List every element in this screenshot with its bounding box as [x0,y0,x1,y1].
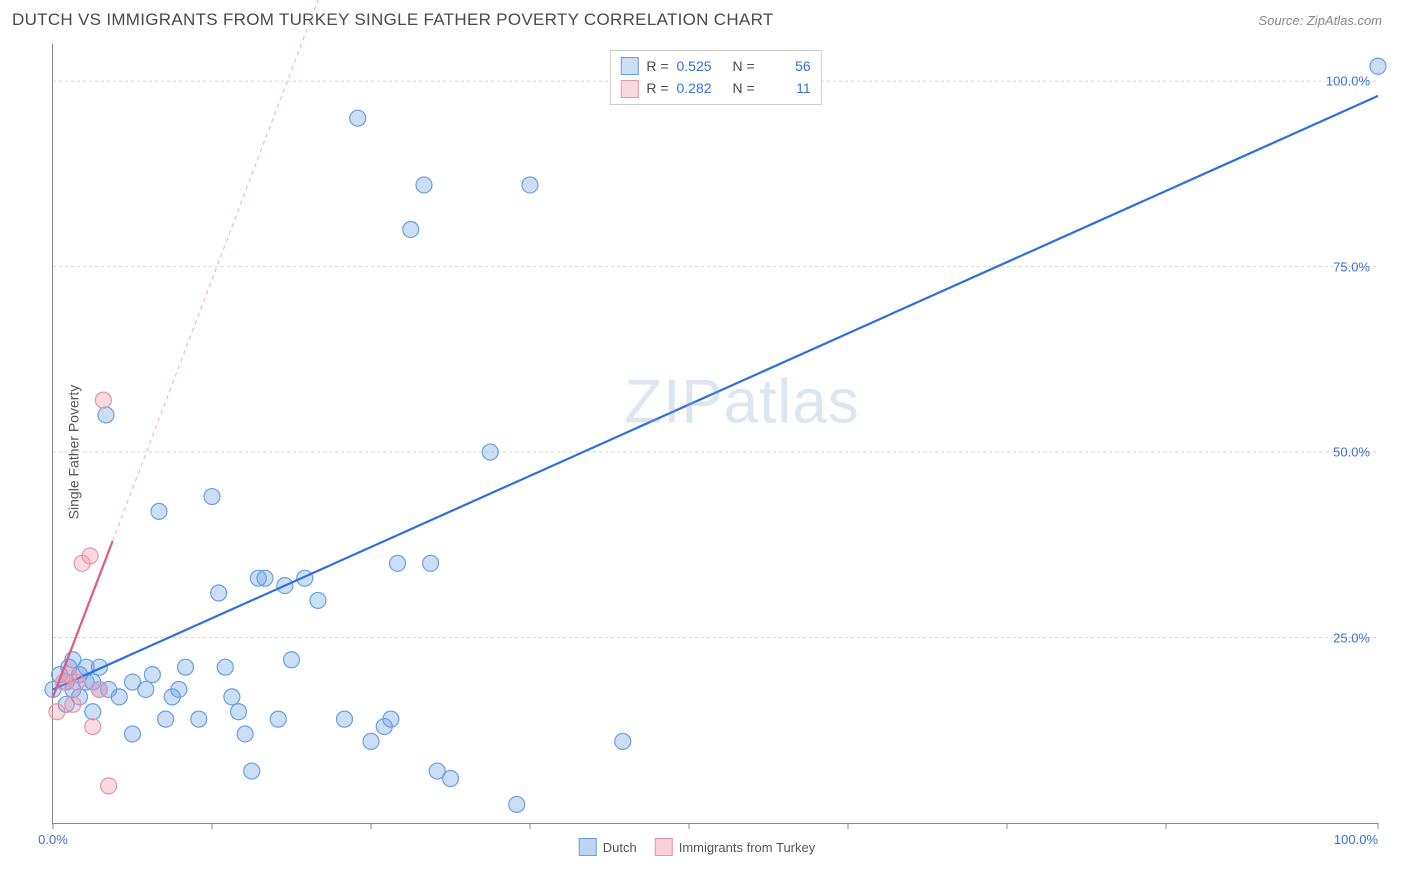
plot-area: ZIPatlas R =0.525N =56R =0.282N =11 25.0… [52,44,1378,824]
series-swatch [620,57,638,75]
data-point [125,726,141,742]
data-point [85,704,101,720]
stat-n-value: 56 [763,55,811,77]
data-point [171,681,187,697]
x-tick-label: 0.0% [38,832,68,847]
data-point [138,681,154,697]
data-point [191,711,207,727]
data-point [224,689,240,705]
data-point [211,585,227,601]
plot-svg [53,44,1378,823]
data-point [310,592,326,608]
data-point [423,555,439,571]
data-point [383,711,399,727]
legend-label: Immigrants from Turkey [679,840,816,855]
data-point [482,444,498,460]
chart-container: Single Father Poverty ZIPatlas R =0.525N… [12,40,1382,864]
data-point [350,110,366,126]
stat-n-value: 11 [763,77,811,99]
data-point [151,503,167,519]
stat-r-label: R = [646,55,668,77]
data-point [95,392,111,408]
data-point [231,704,247,720]
y-tick-label: 75.0% [1333,259,1370,274]
data-point [257,570,273,586]
legend-swatch [579,838,597,856]
data-point [284,652,300,668]
legend-item: Immigrants from Turkey [655,838,816,856]
data-point [509,796,525,812]
data-point [237,726,253,742]
y-tick-label: 25.0% [1333,630,1370,645]
data-point [522,177,538,193]
data-point [91,681,107,697]
data-point [403,221,419,237]
data-point [1370,58,1386,74]
stats-row: R = 0.525 N = 56 [620,55,810,77]
data-point [217,659,233,675]
stat-n-label: N = [733,55,755,77]
legend-swatch [655,838,673,856]
data-point [111,689,127,705]
chart-source: Source: ZipAtlas.com [1258,13,1382,28]
legend-label: Dutch [603,840,637,855]
regression-line [53,96,1378,690]
data-point [390,555,406,571]
data-point [416,177,432,193]
data-point [158,711,174,727]
stat-r-value: 0.525 [677,55,725,77]
stat-n-label: N = [733,77,755,99]
data-point [101,778,117,794]
data-point [204,489,220,505]
series-swatch [620,80,638,98]
data-point [337,711,353,727]
stats-legend: R = 0.525 N = 56 R = 0.282 N = 11 [609,50,821,105]
data-point [82,548,98,564]
y-tick-label: 50.0% [1333,445,1370,460]
data-point [244,763,260,779]
data-point [363,733,379,749]
chart-title: DUTCH VS IMMIGRANTS FROM TURKEY SINGLE F… [12,10,774,30]
data-point [443,770,459,786]
stat-r-value: 0.282 [677,77,725,99]
data-point [49,704,65,720]
data-point [85,719,101,735]
stat-r-label: R = [646,77,668,99]
data-point [65,696,81,712]
data-point [178,659,194,675]
stats-row: R = 0.282 N = 11 [620,77,810,99]
data-point [270,711,286,727]
data-point [98,407,114,423]
data-point [615,733,631,749]
legend-item: Dutch [579,838,637,856]
x-tick-label: 100.0% [1334,832,1378,847]
y-tick-label: 100.0% [1326,74,1370,89]
data-point [69,674,85,690]
series-legend: Dutch Immigrants from Turkey [579,838,816,856]
chart-header: DUTCH VS IMMIGRANTS FROM TURKEY SINGLE F… [0,0,1406,36]
data-point [144,667,160,683]
